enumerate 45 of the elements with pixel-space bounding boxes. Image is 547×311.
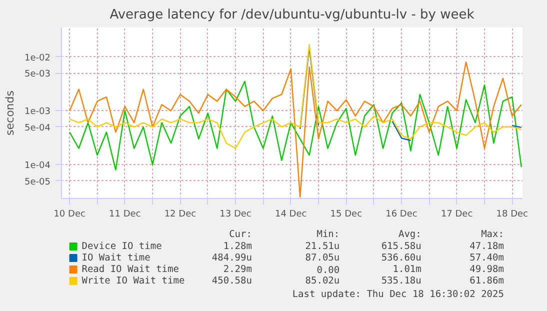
text: 1.28m xyxy=(223,241,252,252)
x-tick-label: 15 Dec xyxy=(330,210,362,220)
y-tick-label: 1e-03 xyxy=(24,107,51,118)
text: 615.58u xyxy=(381,241,422,252)
text: 0.00 xyxy=(316,265,340,276)
text: 57.40m xyxy=(470,252,504,264)
y-axis-title: seconds xyxy=(4,90,17,136)
text: 87.05u xyxy=(305,252,340,264)
text: 484.99u xyxy=(212,252,252,264)
line-series xyxy=(68,80,522,170)
x-tick-label: 10 Dec xyxy=(54,210,86,220)
chart-title: Average latency for /dev/ubuntu-vg/ubuntu-lv - by week xyxy=(110,8,475,22)
x-tick-label: 13 Dec xyxy=(220,210,252,220)
text: 450.58u xyxy=(212,276,252,286)
x-tick-label: 17 Dec xyxy=(440,210,473,220)
text: 85.02u xyxy=(305,276,340,286)
line-series xyxy=(68,44,522,149)
y-tick-label: 1e-04 xyxy=(24,161,51,172)
text: Last update: Thu Dec 18 16:30:02 2025 xyxy=(292,289,504,300)
x-tick-label: 11 Dec xyxy=(109,210,141,220)
text: 49.98m xyxy=(470,264,504,275)
text: Max: xyxy=(481,229,504,240)
legend-label: IO Wait time xyxy=(82,252,151,264)
x-tick-label: 16 Dec xyxy=(386,210,418,220)
text: 2.29m xyxy=(223,264,252,275)
text: 535.18u xyxy=(381,276,422,286)
x-tick-label: 14 Dec xyxy=(274,210,307,220)
y-tick-label: 5e-04 xyxy=(24,123,51,134)
line-series xyxy=(68,61,522,198)
text: Avg: xyxy=(398,229,422,240)
legend-label: Write IO Wait time xyxy=(82,276,185,286)
text: 536.60u xyxy=(381,252,422,264)
y-tick-label: 5e-05 xyxy=(24,177,51,188)
legend-label: Device IO time xyxy=(82,241,162,252)
x-tick-label: 18 Dec xyxy=(496,210,528,220)
text: 21.51u xyxy=(305,241,340,252)
y-tick-label: 1e-02 xyxy=(24,53,51,64)
text: 47.18m xyxy=(470,241,504,252)
y-tick-label: 5e-03 xyxy=(24,70,51,80)
text: 61.86m xyxy=(470,276,504,286)
x-tick-label: 12 Dec xyxy=(164,210,196,220)
text: Cur: xyxy=(229,229,252,240)
text: 1.01m xyxy=(392,264,422,275)
legend-label: Read IO Wait time xyxy=(82,264,180,275)
text: Min: xyxy=(316,229,340,240)
